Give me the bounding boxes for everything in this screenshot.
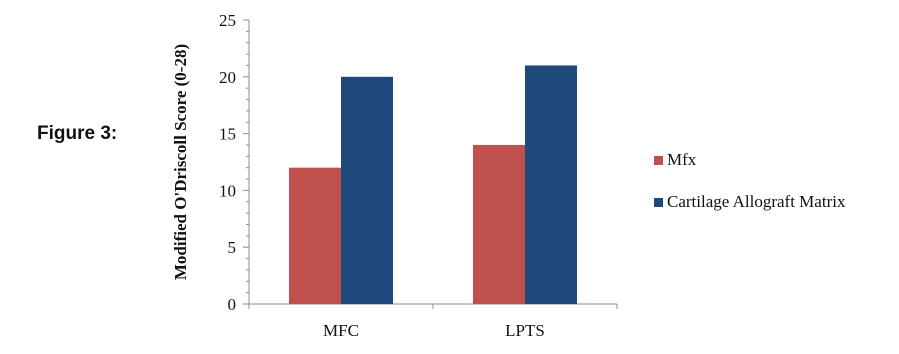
y-tick-label: 5 xyxy=(228,238,237,257)
legend-swatch xyxy=(654,198,663,207)
y-tick-label: 20 xyxy=(219,68,236,87)
bar-mfx-mfc xyxy=(289,167,341,304)
y-axis-title: Modified O'Driscoll Score (0-28) xyxy=(171,44,190,280)
y-tick-label: 15 xyxy=(219,125,236,144)
legend-label: Mfx xyxy=(667,150,697,169)
bar-mfx-lpts xyxy=(473,144,525,304)
chart-legend: Mfx Cartilage Allograft Matrix xyxy=(654,150,846,211)
x-tick-label: LPTS xyxy=(505,321,545,340)
y-tick-label: 25 xyxy=(219,11,236,30)
y-tick-label: 0 xyxy=(228,295,237,314)
legend-swatch xyxy=(654,156,663,165)
chart-bars xyxy=(289,65,577,304)
figure-label: Figure 3: xyxy=(37,123,118,144)
y-tick-label: 10 xyxy=(219,181,236,200)
legend-label: Cartilage Allograft Matrix xyxy=(667,192,846,211)
chart-labels: 0 5 10 15 20 25 Modified O'Driscoll Score (0-2… xyxy=(171,11,545,340)
x-tick-label: MFC xyxy=(323,321,359,340)
bar-cartilage-allograft-matrix-mfc xyxy=(341,76,393,304)
bar-cartilage-allograft-matrix-lpts xyxy=(525,65,577,304)
